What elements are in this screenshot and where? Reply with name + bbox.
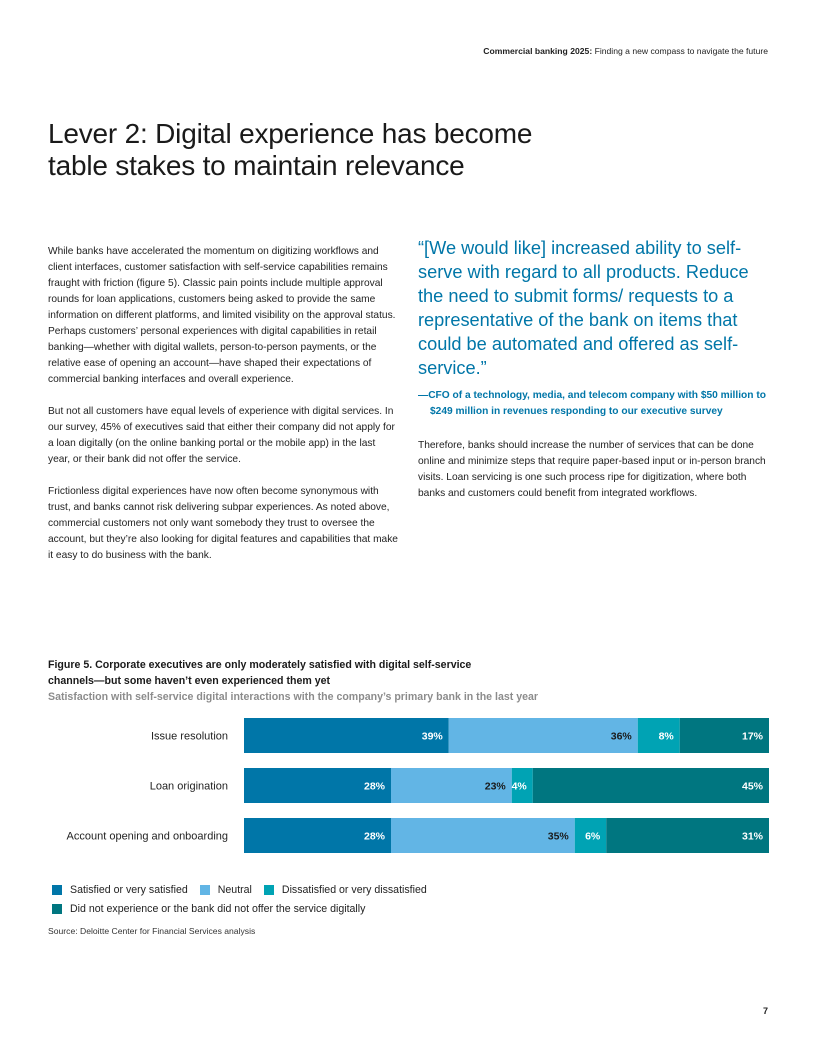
stacked-bar-chart: Issue resolution 39% 36% 8% 17% Loan originat… <box>67 718 769 853</box>
bar-issue-resolution-neutral <box>448 718 638 753</box>
figure-subtitle: Satisfaction with self-service digital i… <box>48 691 539 703</box>
category-label-account-opening-and-onboarding: Account opening and onboarding <box>67 831 228 843</box>
bar-account-opening-and-onboarding-dissatisfied <box>574 818 607 853</box>
body-paragraph-3: Frictionless digital experiences have no… <box>48 486 398 561</box>
page-title-line-1: Lever 2: Digital experience has become <box>48 118 533 149</box>
data-label-loan-origination-neutral: 23% <box>485 781 507 793</box>
legend-label-dissatisfied: Dissatisfied or very dissatisfied <box>281 883 427 896</box>
page-number: 7 <box>762 1006 768 1016</box>
right-column: “[We would like] increased ability to se… <box>418 236 770 502</box>
left-column: While banks have accelerated the momentu… <box>48 244 400 580</box>
legend-swatch-not-experienced <box>52 903 62 914</box>
data-label-issue-resolution-satisfied: 39% <box>422 731 444 743</box>
body-paragraph-2: But not all customers have equal levels … <box>48 406 395 465</box>
data-label-account-opening-and-onboarding-satisfied: 28% <box>364 831 386 843</box>
bar-issue-resolution-dissatisfied <box>637 718 680 753</box>
legend-swatch-satisfied <box>52 884 62 895</box>
legend-label-not-experienced: Did not experience or the bank did not o… <box>70 902 366 915</box>
legend-swatch-dissatisfied <box>263 884 274 895</box>
legend-item-neutral: Neutral <box>199 883 252 896</box>
bar-issue-resolution-satisfied <box>244 718 449 753</box>
figure-source: Source: Deloitte Center for Financial Se… <box>48 926 256 936</box>
legend-label-neutral: Neutral <box>217 883 252 896</box>
data-label-loan-origination-not-experienced: 45% <box>742 781 764 793</box>
data-label-issue-resolution-neutral: 36% <box>611 731 633 743</box>
data-label-account-opening-and-onboarding-dissatisfied: 6% <box>585 831 601 843</box>
data-label-issue-resolution-not-experienced: 17% <box>742 731 764 743</box>
bar-account-opening-and-onboarding-not-experienced <box>606 818 769 853</box>
category-label-issue-resolution: Issue resolution <box>151 731 228 743</box>
body-paragraph-4: Therefore, banks should increase the num… <box>418 440 766 499</box>
data-label-loan-origination-dissatisfied: 4% <box>512 781 528 793</box>
data-label-account-opening-and-onboarding-not-experienced: 31% <box>742 831 764 843</box>
legend-item-not-experienced: Did not experience or the bank did not o… <box>52 903 365 915</box>
header-subtitle: Finding a new compass to navigate the fu… <box>594 46 768 56</box>
chart-legend: Satisfied or very satisfied Neutral Diss… <box>52 880 439 918</box>
pull-quote: “[We would like] increased ability to se… <box>418 238 749 378</box>
figure-title: Figure 5. Corporate executives are only … <box>48 659 472 687</box>
bar-loan-origination-satisfied <box>244 768 391 803</box>
page-title: Lever 2: Digital experience has become t… <box>48 118 568 182</box>
bar-loan-origination-dissatisfied <box>511 768 533 803</box>
bar-account-opening-and-onboarding-neutral <box>391 818 575 853</box>
legend-item-satisfied: Satisfied or very satisfied <box>52 884 188 896</box>
quote-attribution: —CFO of a technology, media, and telecom… <box>418 390 766 417</box>
data-label-loan-origination-satisfied: 28% <box>364 781 386 793</box>
header-report-title: Commercial banking 2025: <box>483 46 593 56</box>
legend-item-dissatisfied: Dissatisfied or very dissatisfied <box>263 883 427 896</box>
page-title-line-2: table stakes to maintain relevance <box>48 150 465 181</box>
bar-account-opening-and-onboarding-satisfied <box>244 818 391 853</box>
category-label-loan-origination: Loan origination <box>150 781 228 793</box>
bar-loan-origination-not-experienced <box>532 768 769 803</box>
running-header: Commercial banking 2025: Finding a new c… <box>483 46 768 56</box>
data-label-issue-resolution-dissatisfied: 8% <box>659 731 675 743</box>
data-label-account-opening-and-onboarding-neutral: 35% <box>548 831 570 843</box>
body-paragraph-1: While banks have accelerated the momentu… <box>48 246 396 385</box>
legend-label-satisfied: Satisfied or very satisfied <box>70 883 188 896</box>
legend-swatch-neutral <box>199 884 210 895</box>
bar-loan-origination-neutral <box>391 768 512 803</box>
bar-issue-resolution-not-experienced <box>679 718 769 753</box>
